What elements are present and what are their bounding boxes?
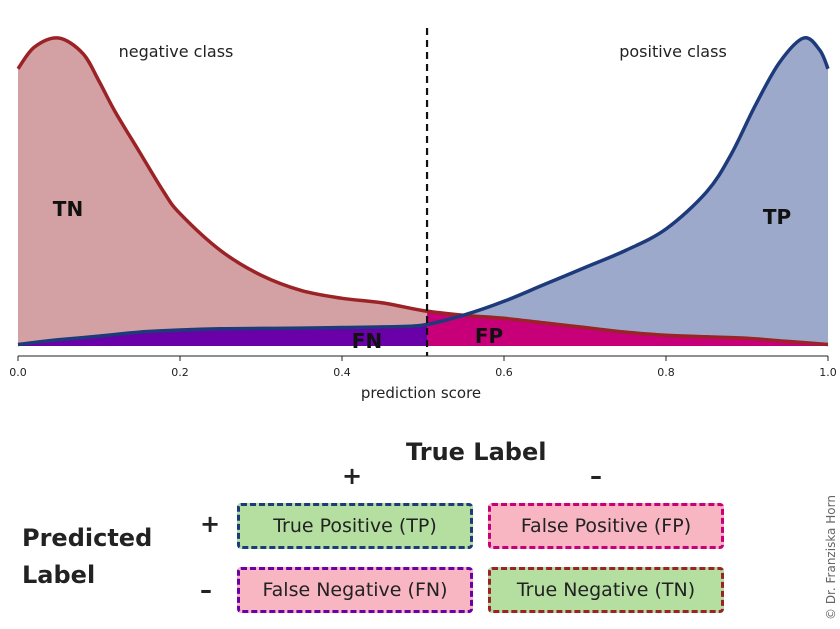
copyright-notice: © Dr. Franziska Horn	[824, 495, 838, 620]
x-tick-label: 0.2	[171, 366, 189, 379]
negative-class-label: negative class	[119, 42, 234, 61]
positive-class-fill	[18, 37, 828, 347]
true-negative-column-sign: –	[590, 462, 602, 490]
negative-class-curve	[16, 36, 829, 347]
true-positive-column-sign: +	[342, 462, 363, 490]
true-negative-cell: True Negative (TN)	[488, 567, 724, 613]
positive-class-label: positive class	[619, 42, 727, 61]
fn-region-label: FN	[352, 329, 382, 353]
tp-region-label: TP	[763, 205, 791, 229]
x-axis-title: prediction score	[361, 384, 481, 402]
fp-region-label: FP	[475, 324, 503, 348]
x-tick-label: 0.8	[657, 366, 675, 379]
x-tick-label: 0.0	[9, 366, 27, 379]
false-negative-cell: False Negative (FN)	[237, 567, 473, 613]
predicted-positive-row-sign: +	[200, 510, 221, 538]
score-distribution-chart: 0.0 0.2 0.4 0.6 0.8 1.0 prediction score nega…	[9, 28, 837, 402]
x-tick-label: 1.0	[819, 366, 837, 379]
predicted-negative-row-sign: –	[200, 576, 212, 604]
negative-class-fill	[18, 37, 828, 346]
false-positive-cell: False Positive (FP)	[488, 503, 724, 549]
positive-class-curve	[17, 35, 830, 347]
false-positive-area	[427, 311, 828, 346]
x-tick-label: 0.4	[333, 366, 351, 379]
predicted-label-heading: Predicted Label	[22, 524, 153, 589]
false-negative-area	[18, 324, 428, 346]
tn-region-label: TN	[53, 197, 83, 221]
x-tick-label: 0.6	[495, 366, 513, 379]
true-positive-cell: True Positive (TP)	[237, 503, 473, 549]
true-label-heading: True Label	[406, 438, 547, 466]
